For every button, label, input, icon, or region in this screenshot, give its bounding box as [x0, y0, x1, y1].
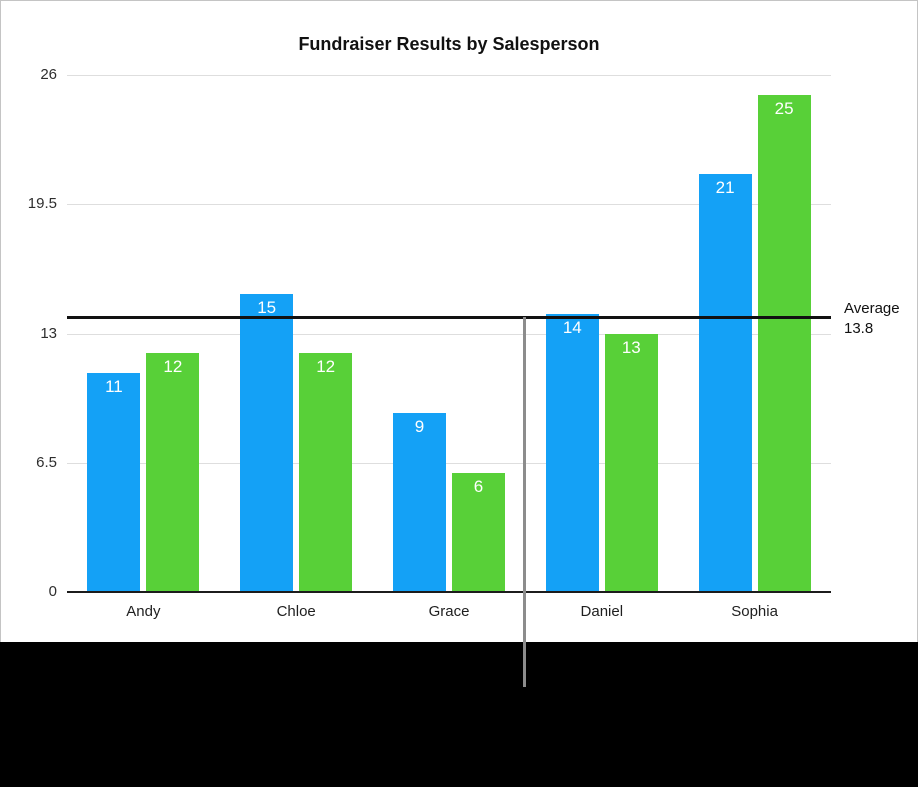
bar-value-label: 14	[562, 317, 582, 337]
x-axis-line	[67, 591, 831, 593]
chart-card: Fundraiser Results by Salesperson Averag…	[0, 0, 918, 642]
x-axis-label-andy: Andy	[126, 603, 161, 620]
bar-daniel-blue[interactable]: 14	[545, 313, 599, 592]
average-value-text: 13.8	[844, 319, 874, 337]
bar-sophia-blue[interactable]: 21	[698, 174, 752, 592]
x-axis-label-chloe: Chloe	[276, 603, 316, 620]
y-axis-tick-label: 26	[40, 66, 57, 83]
bar-sophia-green[interactable]: 25	[757, 94, 811, 592]
bar-andy-blue[interactable]: 11	[87, 373, 141, 592]
bar-chloe-blue[interactable]: 15	[240, 293, 294, 592]
y-axis-tick-label: 13	[40, 324, 57, 342]
bar-value-label: 13	[621, 337, 641, 357]
x-axis-label-grace: Grace	[428, 603, 470, 620]
bar-value-label: 12	[316, 357, 336, 377]
bar-value-label: 11	[105, 377, 123, 397]
x-axis-label-sophia: Sophia	[731, 603, 778, 620]
bar-value-label: 15	[257, 297, 277, 317]
gridline	[67, 462, 831, 464]
average-line-label: Average 13.8	[844, 299, 914, 339]
average-reference-line[interactable]	[67, 316, 831, 320]
bar-value-label: 6	[473, 476, 484, 496]
bar-value-label: 12	[163, 357, 183, 377]
x-axis-label-daniel: Daniel	[580, 603, 624, 620]
gridline	[67, 204, 831, 206]
average-label-text: Average	[844, 299, 900, 317]
bar-grace-blue[interactable]: 9	[393, 413, 446, 592]
callout-line	[522, 316, 526, 687]
bar-value-label: 25	[774, 98, 794, 118]
y-axis-tick-label: 0	[48, 583, 57, 600]
bar-daniel-green[interactable]: 13	[604, 333, 658, 592]
chart-title: Fundraiser Results by Salesperson	[298, 34, 600, 54]
bar-grace-green[interactable]: 6	[452, 472, 505, 592]
bar-value-label: 21	[715, 178, 735, 198]
bar-andy-green[interactable]: 12	[146, 353, 200, 592]
y-axis-tick-label: 6.5	[36, 453, 57, 471]
gridline	[67, 333, 831, 335]
bar-value-label: 9	[414, 417, 425, 436]
gridline	[67, 75, 831, 76]
bar-chloe-green[interactable]: 12	[299, 353, 353, 592]
y-axis-tick-label: 19.5	[27, 195, 57, 213]
